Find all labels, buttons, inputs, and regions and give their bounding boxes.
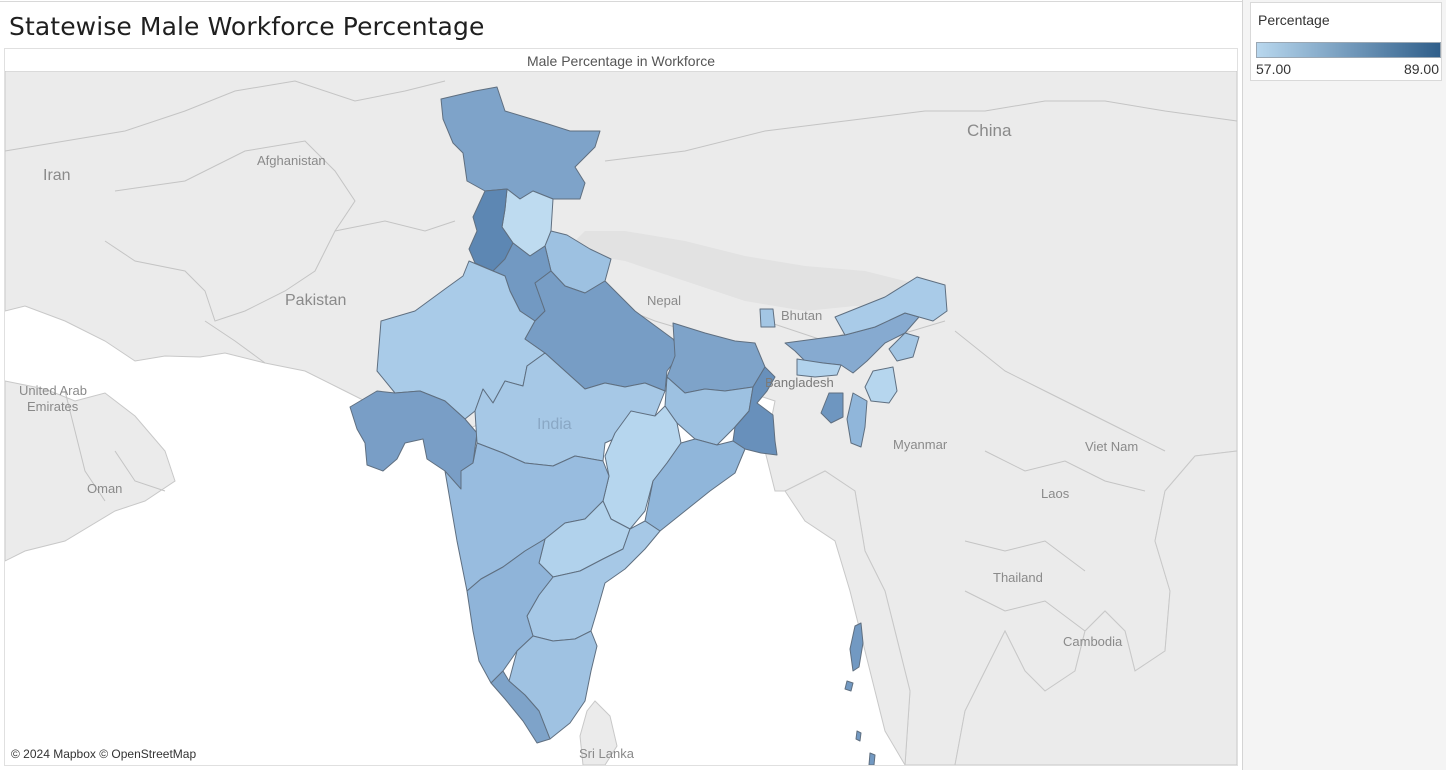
label-laos: Laos <box>1041 486 1070 501</box>
label-india: India <box>537 416 572 433</box>
worksheet-title: Male Percentage in Workforce <box>526 53 716 69</box>
map-worksheet: Male Percentage in Workforce <box>4 48 1238 766</box>
dashboard-title: Statewise Male Workforce Percentage <box>9 12 485 41</box>
label-myanmar: Myanmar <box>893 437 948 452</box>
himalaya-snow <box>565 231 925 311</box>
state-tripura[interactable] <box>820 392 844 424</box>
label-bhutan: Bhutan <box>781 308 822 323</box>
state-andaman-nicobar[interactable] <box>844 622 876 765</box>
state-manipur[interactable] <box>864 366 898 404</box>
state-chhattisgarh[interactable] <box>602 405 682 530</box>
state-karnataka[interactable] <box>466 538 554 684</box>
label-vietnam: Viet Nam <box>1085 439 1138 454</box>
state-arunachal-pradesh[interactable] <box>834 276 948 336</box>
label-thailand: Thailand <box>993 570 1043 585</box>
state-jammu-kashmir[interactable] <box>440 86 601 200</box>
top-divider <box>0 1 1242 2</box>
legend-color-ramp <box>1256 42 1441 58</box>
label-cambodia: Cambodia <box>1063 634 1123 649</box>
legend-max-label: 89.00 <box>1403 61 1439 77</box>
label-uae-line2: Emirates <box>27 399 79 414</box>
label-uae-line1: United Arab <box>19 383 87 398</box>
state-odisha[interactable] <box>644 438 746 532</box>
label-china: China <box>967 121 1012 140</box>
state-layer[interactable] <box>349 86 948 765</box>
state-west-bengal[interactable] <box>732 366 778 456</box>
region-labels: Iran Afghanistan Pakistan China Nepal Bh… <box>19 121 1138 761</box>
sri-lanka-land <box>579 700 618 765</box>
legend-title: Percentage <box>1258 12 1330 28</box>
state-sikkim[interactable] <box>759 308 776 328</box>
label-iran: Iran <box>43 167 71 184</box>
label-nepal: Nepal <box>647 293 681 308</box>
label-bangladesh: Bangladesh <box>765 375 834 390</box>
state-meghalaya[interactable] <box>796 358 842 378</box>
map-attribution[interactable]: © 2024 Mapbox © OpenStreetMap <box>11 747 197 761</box>
label-oman: Oman <box>87 481 122 496</box>
label-pakistan: Pakistan <box>285 292 346 309</box>
color-legend[interactable]: Percentage 57.00 89.00 <box>1250 2 1442 81</box>
state-nagaland[interactable] <box>888 332 920 362</box>
state-mizoram[interactable] <box>846 392 868 448</box>
label-srilanka: Sri Lanka <box>579 746 635 761</box>
label-afghanistan: Afghanistan <box>257 153 326 168</box>
arabian-peninsula <box>5 380 176 562</box>
map-svg[interactable]: Iran Afghanistan Pakistan China Nepal Bh… <box>5 71 1237 765</box>
legend-min-label: 57.00 <box>1256 61 1292 77</box>
state-kerala[interactable] <box>490 670 551 744</box>
legend-panel: Percentage 57.00 89.00 <box>1242 0 1446 770</box>
southeast-asia <box>784 450 1237 765</box>
map-canvas[interactable]: Iran Afghanistan Pakistan China Nepal Bh… <box>5 71 1237 765</box>
